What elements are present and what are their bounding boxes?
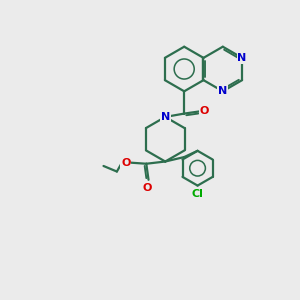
Text: O: O bbox=[121, 158, 130, 168]
Text: O: O bbox=[200, 106, 209, 116]
Text: Cl: Cl bbox=[192, 189, 203, 199]
Text: O: O bbox=[142, 183, 152, 194]
Text: N: N bbox=[218, 86, 227, 96]
Text: N: N bbox=[160, 112, 170, 122]
Text: N: N bbox=[238, 53, 247, 63]
